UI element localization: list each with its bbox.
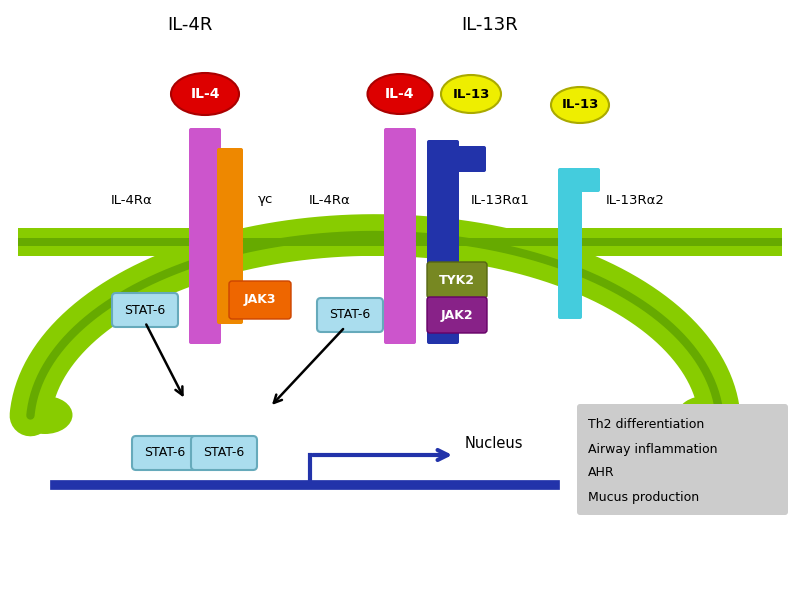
FancyBboxPatch shape: [18, 228, 782, 256]
Ellipse shape: [367, 74, 433, 114]
FancyBboxPatch shape: [558, 168, 600, 192]
FancyBboxPatch shape: [384, 128, 416, 242]
Ellipse shape: [678, 396, 733, 434]
FancyBboxPatch shape: [427, 146, 486, 172]
Ellipse shape: [551, 87, 609, 123]
Text: STAT-6: STAT-6: [203, 446, 245, 460]
FancyBboxPatch shape: [577, 404, 788, 515]
Text: γc: γc: [258, 193, 274, 206]
FancyBboxPatch shape: [427, 297, 487, 333]
Text: IL-13R: IL-13R: [462, 16, 518, 34]
FancyBboxPatch shape: [191, 436, 257, 470]
FancyBboxPatch shape: [18, 238, 782, 246]
FancyBboxPatch shape: [427, 262, 487, 298]
Text: Th2 differentiation: Th2 differentiation: [588, 419, 704, 431]
Ellipse shape: [441, 75, 501, 113]
Text: STAT-6: STAT-6: [330, 308, 370, 322]
Text: IL-4Rα: IL-4Rα: [308, 193, 350, 206]
Ellipse shape: [171, 73, 239, 115]
FancyBboxPatch shape: [317, 298, 383, 332]
Text: JAK3: JAK3: [244, 293, 276, 307]
FancyBboxPatch shape: [217, 148, 243, 242]
Text: IL-4: IL-4: [190, 87, 220, 101]
FancyBboxPatch shape: [112, 293, 178, 327]
Text: IL-13: IL-13: [562, 98, 598, 112]
FancyBboxPatch shape: [132, 436, 198, 470]
Text: IL-4: IL-4: [386, 87, 414, 101]
FancyBboxPatch shape: [229, 281, 291, 319]
FancyBboxPatch shape: [558, 170, 582, 319]
Text: IL-4R: IL-4R: [167, 16, 213, 34]
Text: Nucleus: Nucleus: [465, 436, 523, 451]
FancyBboxPatch shape: [189, 240, 221, 344]
Text: STAT-6: STAT-6: [144, 446, 186, 460]
Text: Mucus production: Mucus production: [588, 491, 699, 503]
Text: AHR: AHR: [588, 467, 614, 479]
Text: IL-13: IL-13: [452, 88, 490, 100]
FancyBboxPatch shape: [217, 240, 243, 324]
FancyBboxPatch shape: [384, 240, 416, 344]
Text: STAT-6: STAT-6: [124, 304, 166, 317]
Text: IL-13Rα2: IL-13Rα2: [606, 193, 665, 206]
Text: IL-4Rα: IL-4Rα: [111, 193, 153, 206]
Ellipse shape: [18, 396, 73, 434]
Text: JAK2: JAK2: [441, 308, 474, 322]
Text: TYK2: TYK2: [439, 274, 475, 286]
Text: Airway inflammation: Airway inflammation: [588, 443, 718, 455]
Text: IL-13Rα1: IL-13Rα1: [471, 193, 530, 206]
FancyBboxPatch shape: [427, 140, 459, 344]
FancyBboxPatch shape: [189, 128, 221, 242]
